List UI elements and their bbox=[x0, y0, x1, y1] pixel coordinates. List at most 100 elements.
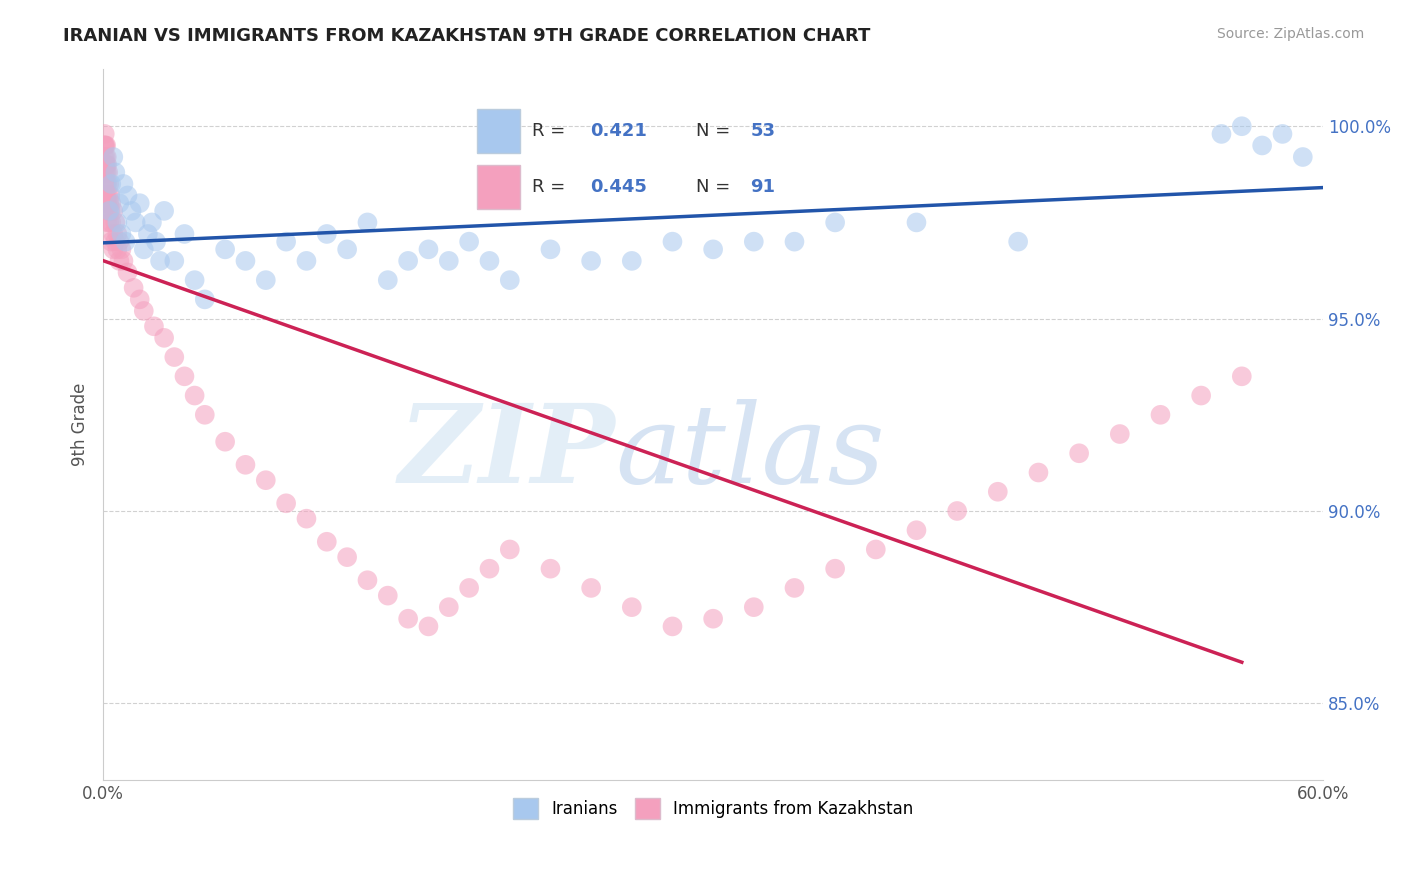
Point bbox=[499, 273, 522, 287]
Point bbox=[1271, 127, 1294, 141]
Point bbox=[1149, 408, 1171, 422]
Point bbox=[93, 177, 115, 191]
Point bbox=[173, 227, 195, 241]
Point bbox=[94, 158, 117, 172]
Point bbox=[540, 243, 562, 257]
Point bbox=[104, 215, 127, 229]
Point bbox=[214, 434, 236, 449]
Point bbox=[499, 542, 522, 557]
Text: atlas: atlas bbox=[616, 399, 886, 507]
Point bbox=[824, 562, 846, 576]
Point bbox=[94, 196, 117, 211]
Point bbox=[128, 293, 150, 307]
Point bbox=[458, 235, 481, 249]
Point bbox=[702, 243, 724, 257]
Point bbox=[946, 504, 969, 518]
Point bbox=[100, 235, 122, 249]
Point bbox=[117, 188, 139, 202]
Point bbox=[579, 581, 602, 595]
Point bbox=[94, 165, 117, 179]
Point bbox=[620, 253, 643, 268]
Point bbox=[110, 227, 132, 241]
Point bbox=[104, 235, 127, 249]
Point bbox=[121, 203, 143, 218]
Point bbox=[98, 203, 121, 218]
Point bbox=[356, 215, 378, 229]
Point bbox=[98, 177, 121, 191]
Point bbox=[96, 138, 118, 153]
Point bbox=[145, 235, 167, 249]
Point bbox=[108, 235, 131, 249]
Point bbox=[96, 158, 118, 172]
Point bbox=[122, 281, 145, 295]
Point bbox=[110, 243, 132, 257]
Point bbox=[315, 534, 337, 549]
Text: IRANIAN VS IMMIGRANTS FROM KAZAKHSTAN 9TH GRADE CORRELATION CHART: IRANIAN VS IMMIGRANTS FROM KAZAKHSTAN 9T… bbox=[63, 27, 870, 45]
Point bbox=[124, 215, 146, 229]
Point bbox=[105, 243, 128, 257]
Point bbox=[103, 243, 125, 257]
Point bbox=[396, 612, 419, 626]
Point bbox=[905, 523, 928, 537]
Point bbox=[94, 177, 117, 191]
Y-axis label: 9th Grade: 9th Grade bbox=[72, 383, 89, 467]
Point bbox=[105, 227, 128, 241]
Point bbox=[1189, 388, 1212, 402]
Point bbox=[143, 319, 166, 334]
Point bbox=[97, 165, 120, 179]
Point bbox=[98, 203, 121, 218]
Point bbox=[94, 150, 117, 164]
Point bbox=[163, 253, 186, 268]
Point bbox=[702, 612, 724, 626]
Point bbox=[132, 304, 155, 318]
Point bbox=[94, 127, 117, 141]
Point bbox=[97, 203, 120, 218]
Point bbox=[141, 215, 163, 229]
Point bbox=[214, 243, 236, 257]
Point bbox=[235, 458, 257, 472]
Point bbox=[905, 215, 928, 229]
Point bbox=[1108, 427, 1130, 442]
Point bbox=[194, 408, 217, 422]
Point bbox=[100, 177, 122, 191]
Point bbox=[96, 196, 118, 211]
Point bbox=[183, 273, 205, 287]
Point bbox=[418, 243, 440, 257]
Point bbox=[1230, 120, 1253, 134]
Point bbox=[478, 562, 501, 576]
Point bbox=[97, 188, 120, 202]
Point bbox=[377, 273, 399, 287]
Legend: Iranians, Immigrants from Kazakhstan: Iranians, Immigrants from Kazakhstan bbox=[506, 792, 920, 825]
Point bbox=[437, 600, 460, 615]
Point bbox=[579, 253, 602, 268]
Point bbox=[100, 215, 122, 229]
Point bbox=[112, 177, 135, 191]
Point bbox=[254, 473, 277, 487]
Point bbox=[96, 177, 118, 191]
Point bbox=[295, 253, 318, 268]
Point bbox=[96, 165, 118, 179]
Point bbox=[742, 235, 765, 249]
Point bbox=[254, 273, 277, 287]
Point bbox=[1251, 138, 1274, 153]
Point bbox=[94, 188, 117, 202]
Point bbox=[149, 253, 172, 268]
Point bbox=[96, 196, 118, 211]
Point bbox=[96, 158, 118, 172]
Point bbox=[1007, 235, 1029, 249]
Point bbox=[315, 227, 337, 241]
Point bbox=[98, 188, 121, 202]
Point bbox=[437, 253, 460, 268]
Point bbox=[377, 589, 399, 603]
Point bbox=[276, 235, 298, 249]
Point bbox=[105, 215, 128, 229]
Point bbox=[824, 215, 846, 229]
Point bbox=[742, 600, 765, 615]
Point bbox=[1211, 127, 1233, 141]
Point bbox=[1292, 150, 1315, 164]
Point bbox=[93, 138, 115, 153]
Point bbox=[865, 542, 887, 557]
Point bbox=[458, 581, 481, 595]
Point bbox=[96, 215, 118, 229]
Point bbox=[783, 235, 806, 249]
